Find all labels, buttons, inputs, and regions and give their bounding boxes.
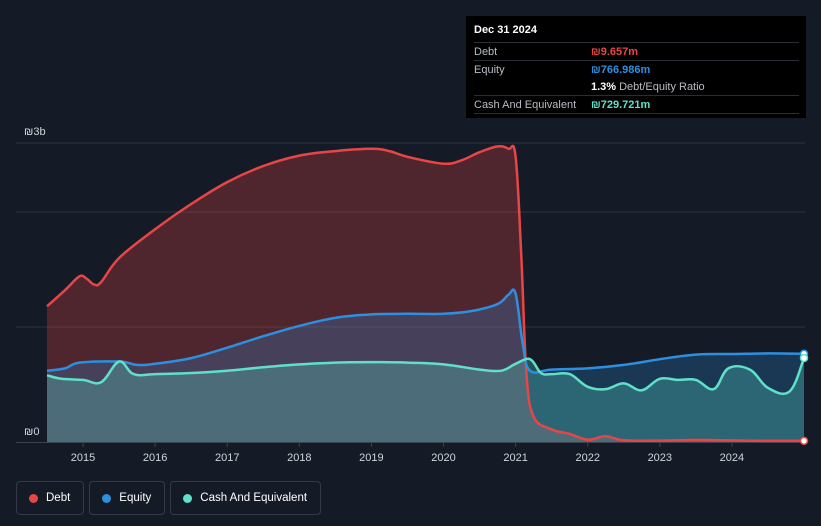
debt-area	[47, 145, 804, 442]
tooltip-date: Dec 31 2024	[474, 24, 537, 36]
tooltip-panel: Dec 31 2024 Debt ₪9.657m Equity ₪766.986…	[466, 16, 806, 118]
cash-end-marker	[799, 353, 809, 363]
x-tick-label-2016: 2016	[143, 452, 167, 464]
x-tick-label-2023: 2023	[648, 452, 672, 464]
series-lines	[46, 144, 806, 443]
tooltip-ratio-label: Debt/Equity Ratio	[619, 80, 705, 93]
x-tick-label-2020: 2020	[431, 452, 455, 464]
tooltip-cash-value: ₪729.721m	[591, 98, 651, 111]
grid-lines	[16, 142, 805, 443]
end-markers	[799, 349, 809, 446]
cash-area	[47, 358, 804, 442]
tooltip-row-debt: Debt ₪9.657m	[474, 42, 799, 60]
equity-line	[46, 288, 805, 374]
tooltip-equity-value: ₪766.986m	[591, 63, 651, 76]
debt-end-marker	[799, 436, 809, 446]
chart-legend: Debt Equity Cash And Equivalent	[16, 481, 322, 515]
series-areas	[47, 145, 804, 442]
x-axis-ticks: 2015 2016 2017 2018 2019 2020 2021 2022 2023 2024	[71, 442, 744, 464]
legend-item-debt[interactable]: Debt	[16, 481, 85, 515]
cash-line	[46, 357, 806, 395]
legend-dot-equity	[102, 493, 112, 503]
tooltip-equity-label: Equity	[474, 63, 505, 76]
tooltip-row-ratio: 1.3% Debt/Equity Ratio	[474, 78, 799, 95]
legend-item-cash[interactable]: Cash And Equivalent	[170, 481, 322, 515]
x-tick-label-2017: 2017	[215, 452, 239, 464]
y-axis-bottom-label: ₪0	[24, 426, 39, 438]
tooltip-cash-label: Cash And Equivalent	[474, 98, 577, 111]
debt-line	[46, 144, 804, 443]
legend-item-equity[interactable]: Equity	[89, 481, 166, 515]
tooltip-row-equity: Equity ₪766.986m	[474, 60, 799, 78]
equity-area	[47, 289, 804, 442]
legend-dot-debt	[29, 493, 38, 503]
x-tick-label-2015: 2015	[71, 452, 95, 464]
x-tick-label-2022: 2022	[575, 452, 599, 464]
x-tick-label-2021: 2021	[503, 452, 527, 464]
legend-label-debt: Debt	[46, 492, 71, 504]
tooltip-debt-value: ₪9.657m	[591, 45, 639, 58]
tooltip-row-cash: Cash And Equivalent ₪729.721m	[474, 95, 799, 114]
legend-dot-cash	[183, 493, 193, 503]
tooltip-ratio-value: 1.3%	[591, 80, 617, 93]
x-tick-label-2018: 2018	[287, 452, 311, 464]
y-axis-top-label: ₪3b	[24, 126, 46, 138]
x-tick-label-2019: 2019	[359, 452, 383, 464]
legend-label-equity: Equity	[119, 492, 152, 504]
tooltip-debt-label: Debt	[474, 45, 498, 58]
x-tick-label-2024: 2024	[720, 452, 744, 464]
legend-label-cash: Cash And Equivalent	[200, 492, 308, 504]
